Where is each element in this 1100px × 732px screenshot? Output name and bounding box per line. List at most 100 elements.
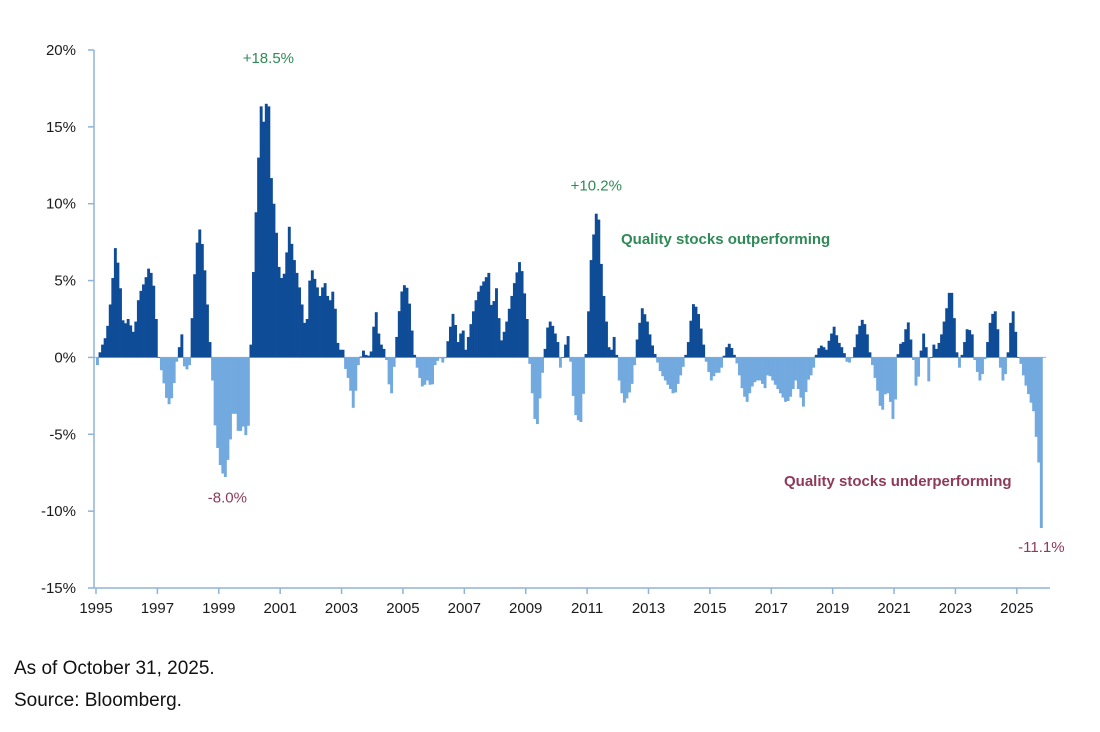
- bar: [321, 287, 325, 358]
- bar: [208, 342, 212, 358]
- y-tick-label: -10%: [41, 503, 76, 520]
- bar: [896, 354, 900, 358]
- bar: [216, 357, 220, 448]
- bar: [853, 347, 857, 358]
- bar: [315, 287, 319, 358]
- bar: [446, 341, 450, 358]
- bar: [182, 357, 186, 367]
- bar: [254, 212, 258, 358]
- y-tick-label: 20%: [46, 42, 76, 59]
- bar: [139, 290, 143, 358]
- bar: [438, 357, 442, 359]
- bar: [213, 357, 217, 426]
- bar: [799, 357, 803, 398]
- bar: [454, 324, 458, 358]
- bar: [965, 329, 969, 358]
- bar: [374, 312, 378, 358]
- bar: [1001, 357, 1005, 381]
- bar: [277, 266, 281, 358]
- bar: [615, 354, 619, 358]
- bar: [136, 300, 140, 358]
- bar: [676, 357, 680, 384]
- bar: [387, 357, 391, 385]
- bar: [408, 303, 411, 358]
- bar: [635, 339, 639, 358]
- bar: [280, 278, 284, 358]
- bar: [165, 357, 168, 398]
- bar: [955, 352, 959, 358]
- bar: [377, 333, 381, 358]
- bar: [963, 342, 967, 358]
- bar: [845, 357, 849, 362]
- bar: [855, 334, 859, 358]
- bar: [702, 344, 706, 358]
- bar: [732, 354, 736, 358]
- bar: [535, 357, 539, 425]
- bar: [663, 357, 667, 381]
- bar: [252, 272, 255, 358]
- bar: [338, 349, 342, 358]
- bar: [1011, 311, 1015, 358]
- bar: [195, 242, 199, 358]
- bar: [1016, 357, 1020, 359]
- bar: [461, 330, 465, 358]
- bar: [190, 318, 194, 358]
- bar: [410, 330, 414, 358]
- bar: [507, 308, 511, 358]
- bar: [246, 357, 250, 426]
- bar: [776, 357, 780, 390]
- bar: [871, 357, 874, 366]
- bar: [988, 322, 992, 358]
- bar: [860, 319, 864, 358]
- bar: [249, 344, 253, 358]
- bar: [272, 203, 276, 358]
- bar: [952, 318, 956, 358]
- bar: [1024, 357, 1028, 386]
- x-tick-label: 2019: [816, 600, 849, 617]
- bar: [451, 313, 455, 358]
- bar: [584, 354, 588, 358]
- bar: [203, 270, 207, 358]
- bar: [433, 357, 437, 366]
- bar: [917, 357, 920, 377]
- bar: [1032, 357, 1036, 412]
- x-tick-label: 2023: [939, 600, 972, 617]
- bar: [341, 349, 345, 358]
- bar: [456, 342, 460, 358]
- bar: [431, 357, 434, 385]
- bar: [372, 326, 376, 358]
- bar: [914, 357, 918, 386]
- bar: [763, 357, 767, 389]
- callout-outperforming: Quality stocks outperforming: [621, 231, 830, 248]
- bar: [674, 357, 677, 393]
- bar: [796, 357, 800, 390]
- bar: [1037, 357, 1041, 463]
- bar: [556, 342, 560, 358]
- bar: [699, 328, 703, 358]
- annotation-peak-2011: +10.2%: [571, 178, 622, 195]
- bar: [198, 229, 202, 358]
- annotation-peak-2000: +18.5%: [243, 50, 294, 67]
- bar: [886, 357, 890, 394]
- bar: [807, 357, 811, 380]
- bar: [842, 353, 846, 358]
- bar: [1027, 357, 1030, 395]
- bar: [725, 347, 729, 358]
- bar: [405, 287, 409, 358]
- bar: [830, 333, 834, 358]
- bar: [121, 320, 125, 358]
- bar: [390, 357, 394, 394]
- x-tick-label: 2001: [263, 600, 296, 617]
- bar: [958, 357, 961, 368]
- bar: [786, 357, 790, 401]
- bar: [564, 344, 568, 358]
- y-tick-label: -5%: [49, 426, 76, 443]
- bar: [863, 324, 867, 358]
- bar: [106, 325, 110, 358]
- bar: [218, 357, 222, 466]
- bar: [157, 357, 161, 359]
- bar: [717, 357, 721, 373]
- bar: [290, 243, 294, 358]
- bar: [231, 357, 235, 414]
- bar: [175, 357, 179, 362]
